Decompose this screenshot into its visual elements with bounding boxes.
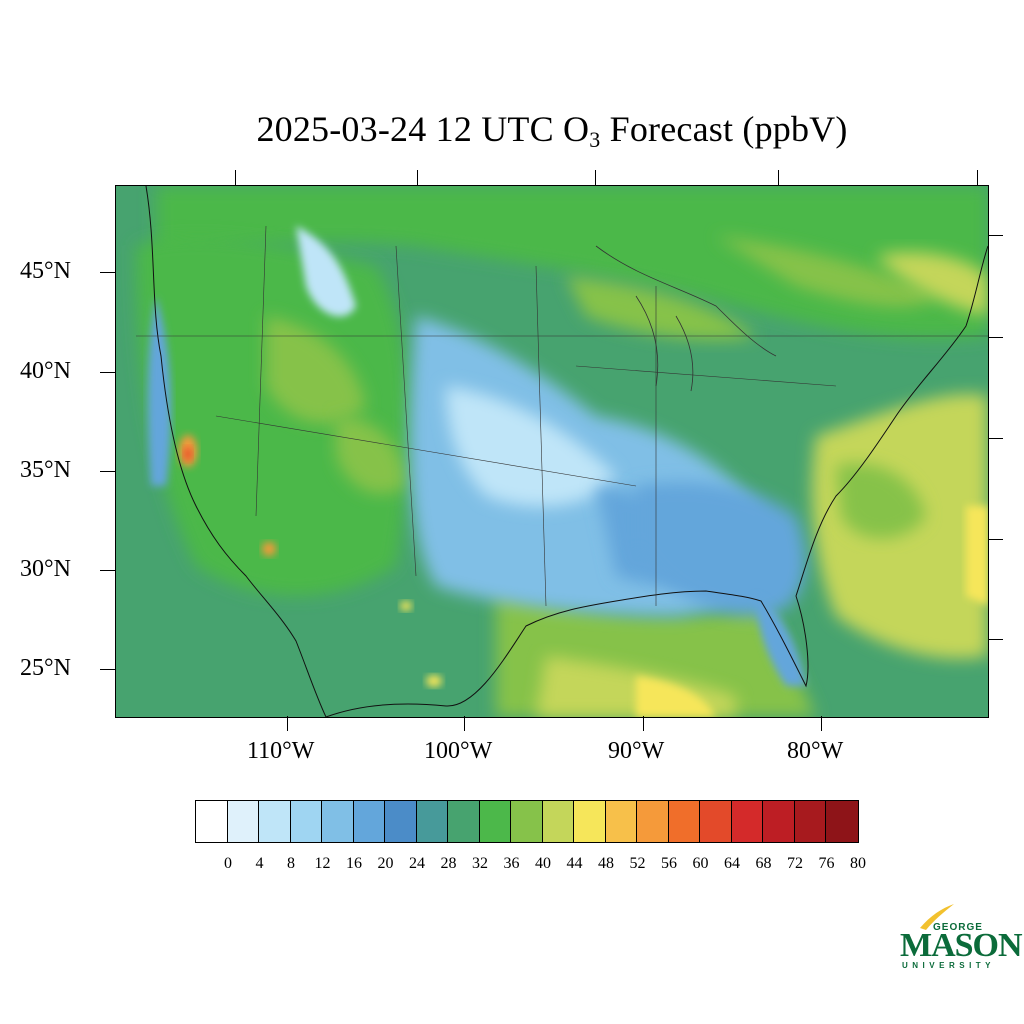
- colorbar-swatch: [574, 801, 606, 842]
- tick-bottom-4: [821, 716, 822, 731]
- colorbar-tick-label: 48: [598, 855, 614, 872]
- colorbar-swatch: [763, 801, 795, 842]
- north-field: [156, 186, 988, 339]
- lat-label-25: 25°N: [20, 655, 71, 681]
- lon-label-100w: 100°W: [424, 738, 493, 764]
- colorbar-swatch: [511, 801, 543, 842]
- tick-bottom-1: [287, 716, 288, 731]
- colorbar: [195, 800, 859, 843]
- colorbar-swatch: [605, 801, 637, 842]
- logo-main-text: MASON: [900, 927, 1023, 964]
- colorbar-swatch: [259, 801, 291, 842]
- colorbar-tick-label: 24: [409, 855, 425, 872]
- ozone-map: [115, 185, 989, 718]
- colorbar-tick-label: 28: [440, 855, 457, 872]
- west-field: [136, 237, 410, 596]
- colorbar-tick-label: 64: [724, 855, 740, 872]
- logo-bottom-text: UNIVERSITY: [902, 961, 996, 970]
- colorbar-swatch: [542, 801, 574, 842]
- colorbar-tick-label: 52: [629, 855, 646, 872]
- colorbar-tick-label: 0: [224, 855, 232, 872]
- tick-right-3: [988, 438, 1003, 439]
- tick-top-1: [235, 170, 236, 185]
- lat-label-40: 40°N: [20, 358, 71, 384]
- colorbar-tick-label: 8: [287, 855, 295, 872]
- tick-top-5: [977, 170, 978, 185]
- title-suffix: Forecast (ppbV): [600, 109, 848, 149]
- colorbar-swatch: [668, 801, 700, 842]
- colorbar-swatch: [700, 801, 732, 842]
- lat-label-30: 30°N: [20, 556, 71, 582]
- colorbar-swatch: [322, 801, 354, 842]
- colorbar-swatch: [479, 801, 511, 842]
- title-subscript: 3: [589, 127, 601, 152]
- map-canvas: [116, 186, 988, 717]
- hotspot-southwest: [262, 542, 276, 556]
- tick-top-4: [778, 170, 779, 185]
- logo-swoosh-icon: [920, 904, 954, 930]
- colorbar-tick-label: 32: [472, 855, 488, 872]
- lon-label-90w: 90°W: [608, 738, 665, 764]
- tick-left-5: [100, 669, 115, 670]
- tick-left-1: [100, 272, 115, 273]
- colorbar-tick-label: 36: [503, 855, 520, 872]
- colorbar-swatch: [826, 801, 858, 842]
- title-prefix: 2025-03-24 12 UTC O: [256, 109, 590, 149]
- tick-right-5: [988, 639, 1003, 640]
- coastlines: [136, 186, 988, 717]
- colorbar-swatch: [353, 801, 385, 842]
- tick-left-2: [100, 372, 115, 373]
- colorbar-swatch: [196, 801, 228, 842]
- colorbar-tick-label: 4: [255, 855, 264, 872]
- colorbar-swatch: [290, 801, 322, 842]
- lon-label-110w: 110°W: [247, 738, 315, 764]
- colorbar-swatch: [448, 801, 480, 842]
- tick-left-4: [100, 570, 115, 571]
- florida-field: [756, 596, 806, 686]
- tick-bottom-3: [643, 716, 644, 731]
- colorbar-tick-label: 60: [692, 855, 709, 872]
- tick-right-1: [988, 235, 1003, 236]
- colorbar-tick-label: 72: [787, 855, 803, 872]
- colorbar-tick-label: 56: [661, 855, 677, 872]
- lat-label-35: 35°N: [20, 457, 71, 483]
- colorbar-swatch: [794, 801, 826, 842]
- tick-top-2: [417, 170, 418, 185]
- colorbar-tick-label: 68: [755, 855, 772, 872]
- colorbar-swatches: [195, 800, 859, 843]
- map-title: 2025-03-24 12 UTC O3 Forecast (ppbV): [0, 108, 1024, 153]
- tick-left-3: [100, 471, 115, 472]
- logo-top-text: GEORGE: [933, 922, 983, 933]
- colorbar-tick-label: 76: [818, 855, 835, 872]
- tick-bottom-2: [464, 716, 465, 731]
- george-mason-logo: GEORGE MASON UNIVERSITY: [898, 904, 1023, 975]
- colorbar-swatch: [416, 801, 448, 842]
- colorbar-swatch: [637, 801, 669, 842]
- colorbar-tick-label: 80: [850, 855, 866, 872]
- colorbar-tick-label: 16: [346, 855, 362, 872]
- colorbar-swatch: [385, 801, 417, 842]
- lat-label-45: 45°N: [20, 258, 71, 284]
- tick-right-2: [988, 337, 1003, 338]
- colorbar-tick-label: 44: [566, 855, 583, 872]
- colorbar-tick-label: 12: [314, 855, 331, 872]
- colorbar-tick-label: 40: [535, 855, 551, 872]
- tick-right-4: [988, 539, 1003, 540]
- tick-top-3: [595, 170, 596, 185]
- colorbar-tick-label: 20: [377, 855, 394, 872]
- colorbar-swatch: [731, 801, 763, 842]
- lon-label-80w: 80°W: [787, 738, 844, 764]
- colorbar-swatch: [227, 801, 259, 842]
